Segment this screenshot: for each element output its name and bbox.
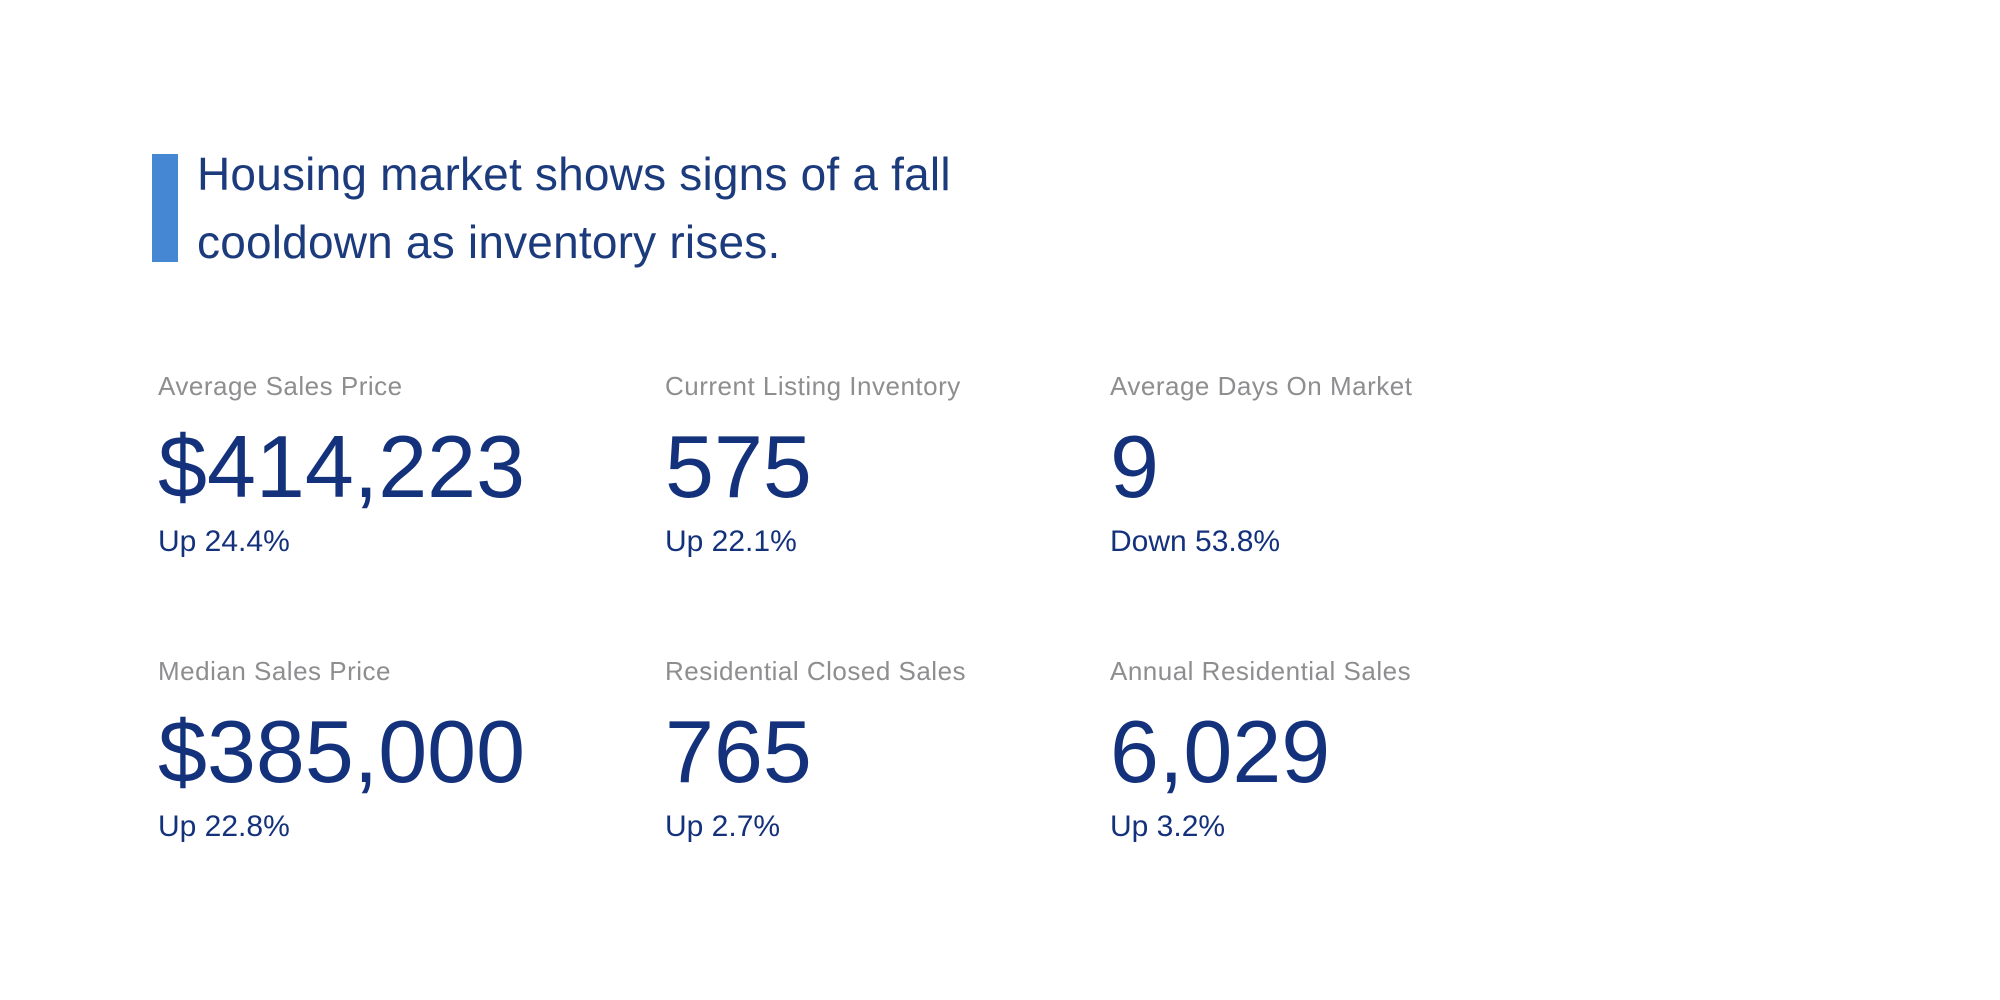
stat-label: Median Sales Price xyxy=(158,655,391,686)
page-title-line-1: Housing market shows signs of a fall xyxy=(197,148,951,200)
stat-value: $385,000 xyxy=(158,701,526,801)
stat-label: Current Listing Inventory xyxy=(665,371,961,401)
stat-label: Average Days On Market xyxy=(1110,371,1413,401)
stat-change: Up 24.4% xyxy=(158,524,290,558)
stat-value: $414,223 xyxy=(158,416,526,516)
stat-change: Down 53.8% xyxy=(1110,524,1281,558)
page-title-line-2: cooldown as inventory rises. xyxy=(197,216,781,269)
stat-value: 765 xyxy=(665,701,812,801)
page-title: Housing market shows signs of a fall coo… xyxy=(197,140,951,276)
stat-change: Up 22.1% xyxy=(665,524,797,558)
page-header: Housing market shows signs of a fall coo… xyxy=(152,140,951,276)
stat-value: 6,029 xyxy=(1110,701,1331,801)
stat-label: Residential Closed Sales xyxy=(665,655,967,686)
stat-label: Average Sales Price xyxy=(158,371,403,401)
stat-card-current-listing-inventory: Current Listing Inventory 575 Up 22.1% xyxy=(665,370,1110,563)
stat-label: Annual Residential Sales xyxy=(1110,655,1412,686)
stat-value: 9 xyxy=(1110,416,1159,516)
stat-change: Up 22.8% xyxy=(158,809,290,843)
headline-accent-bar xyxy=(152,154,178,263)
stat-card-annual-residential-sales: Annual Residential Sales 6,029 Up 3.2% xyxy=(1110,655,1670,848)
stat-change: Up 3.2% xyxy=(1110,809,1226,843)
stats-grid: Average Sales Price $414,223 Up 24.4% Cu… xyxy=(158,370,1670,848)
stat-card-average-days-on-market: Average Days On Market 9 Down 53.8% xyxy=(1110,370,1670,563)
stat-change: Up 2.7% xyxy=(665,809,781,843)
stat-card-average-sales-price: Average Sales Price $414,223 Up 24.4% xyxy=(158,370,665,563)
stat-value: 575 xyxy=(665,416,812,516)
stat-card-residential-closed-sales: Residential Closed Sales 765 Up 2.7% xyxy=(665,655,1110,848)
stat-card-median-sales-price: Median Sales Price $385,000 Up 22.8% xyxy=(158,655,665,848)
